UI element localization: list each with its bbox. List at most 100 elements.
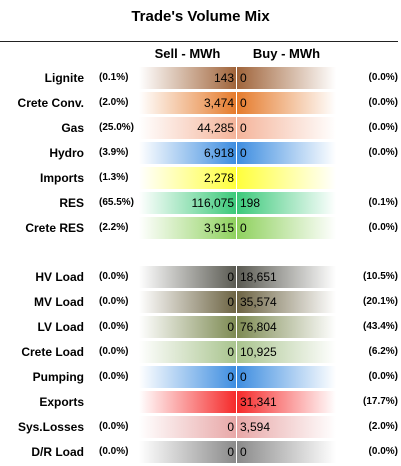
buy-value: 0 (240, 146, 247, 160)
table-row: RES (65.5%) 116,075 198 (0.1%) (0, 191, 401, 215)
table-row: Hydro (3.9%) 6,918 0 (0.0%) (0, 141, 401, 165)
buy-value: 3,594 (240, 420, 271, 434)
sell-percent: (0.0%) (99, 421, 129, 432)
buy-cell: 0 (237, 117, 336, 139)
row-label: RES (59, 196, 84, 210)
sell-value: 143 (213, 71, 234, 85)
table-row: HV Load (0.0%) 0 18,651 (10.5%) (0, 265, 401, 289)
buy-percent: (0.0%) (368, 72, 398, 83)
row-label: Crete Conv. (17, 96, 84, 110)
buy-percent: (6.2%) (368, 346, 398, 357)
title-divider (0, 41, 398, 42)
sell-cell: 44,285 (139, 117, 236, 139)
sell-cell: 2,278 (139, 167, 236, 189)
sell-percent: (3.9%) (99, 147, 129, 158)
sell-value: 0 (227, 370, 234, 384)
sell-value: 0 (227, 420, 234, 434)
table-row: Lignite (0.1%) 143 0 (0.0%) (0, 66, 401, 90)
table-row: Sys.Losses (0.0%) 0 3,594 (2.0%) (0, 415, 401, 439)
buy-percent: (0.0%) (368, 122, 398, 133)
sell-cell: 0 (139, 416, 236, 438)
buy-value: 198 (240, 196, 261, 210)
table-row: Crete Load (0.0%) 0 10,925 (6.2%) (0, 340, 401, 364)
buy-value: 31,341 (240, 395, 277, 409)
buy-cell: 198 (237, 192, 336, 214)
buy-cell: 3,594 (237, 416, 336, 438)
buy-cell: 0 (237, 67, 336, 89)
table-row: Crete Conv. (2.0%) 3,474 0 (0.0%) (0, 91, 401, 115)
sell-percent: (0.0%) (99, 446, 129, 457)
row-label: Crete Load (21, 345, 84, 359)
buy-percent: (43.4%) (362, 321, 398, 332)
buy-value: 0 (240, 71, 247, 85)
buy-value: 0 (240, 445, 247, 459)
buy-value: 10,925 (240, 345, 277, 359)
row-label: D/R Load (31, 445, 84, 459)
buy-value: 0 (240, 96, 247, 110)
table-row: Pumping (0.0%) 0 0 (0.0%) (0, 365, 401, 389)
buy-value: 35,574 (240, 295, 277, 309)
sell-cell: 0 (139, 266, 236, 288)
buy-cell: 35,574 (237, 291, 336, 313)
table-row: LV Load (0.0%) 0 76,804 (43.4%) (0, 315, 401, 339)
buy-value: 18,651 (240, 270, 277, 284)
buy-cell: 76,804 (237, 316, 336, 338)
sell-value: 44,285 (197, 121, 234, 135)
table-row: Exports 31,341 (17.7%) (0, 390, 401, 414)
buy-percent: (0.0%) (368, 222, 398, 233)
sell-percent: (25.0%) (99, 122, 135, 133)
sell-cell: 0 (139, 316, 236, 338)
buy-percent: (0.0%) (368, 371, 398, 382)
buy-percent: (0.1%) (368, 197, 398, 208)
buy-value: 0 (240, 221, 247, 235)
sell-percent: (0.0%) (99, 296, 129, 307)
sell-cell: 3,474 (139, 92, 236, 114)
sell-value: 116,075 (191, 196, 235, 210)
buy-cell: 0 (237, 366, 336, 388)
sell-value: 6,918 (203, 146, 234, 160)
buy-cell (237, 167, 336, 189)
sell-value: 2,278 (203, 171, 234, 185)
sell-percent: (1.3%) (99, 172, 129, 183)
buy-cell: 18,651 (237, 266, 336, 288)
sell-cell: 0 (139, 441, 236, 463)
sell-percent: (2.2%) (99, 222, 129, 233)
sell-percent: (2.0%) (99, 97, 129, 108)
row-label: Lignite (44, 71, 84, 85)
sell-value: 0 (227, 445, 234, 459)
buy-value: 76,804 (240, 320, 277, 334)
buy-cell: 0 (237, 92, 336, 114)
sell-cell: 0 (139, 291, 236, 313)
table-row: MV Load (0.0%) 0 35,574 (20.1%) (0, 290, 401, 314)
buy-value: 0 (240, 370, 247, 384)
sell-value: 0 (227, 270, 234, 284)
buy-value: 0 (240, 121, 247, 135)
buy-percent: (2.0%) (368, 421, 398, 432)
row-label: Gas (61, 121, 84, 135)
table-row: Gas (25.0%) 44,285 0 (0.0%) (0, 116, 401, 140)
buy-percent: (0.0%) (368, 147, 398, 158)
sell-percent: (0.1%) (99, 72, 129, 83)
row-label: Pumping (32, 370, 84, 384)
sell-cell: 0 (139, 341, 236, 363)
sell-value: 3,474 (203, 96, 234, 110)
buy-percent: (0.0%) (368, 97, 398, 108)
chart-title: Trade's Volume Mix (131, 8, 270, 25)
buy-cell: 0 (237, 142, 336, 164)
sell-percent: (0.0%) (99, 321, 129, 332)
sell-percent: (65.5%) (99, 197, 135, 208)
sell-value: 3,915 (203, 221, 234, 235)
buy-column-header: Buy - MWh (252, 46, 321, 61)
table-row: D/R Load (0.0%) 0 0 (0.0%) (0, 440, 401, 464)
row-label: Sys.Losses (17, 420, 84, 434)
sell-value: 0 (227, 320, 234, 334)
buy-cell: 31,341 (237, 391, 336, 413)
buy-cell: 0 (237, 441, 336, 463)
buy-cell: 10,925 (237, 341, 336, 363)
row-label: Exports (39, 395, 84, 409)
buy-percent: (20.1%) (362, 296, 398, 307)
sell-cell (139, 391, 236, 413)
row-label: LV Load (37, 320, 84, 334)
sell-percent: (0.0%) (99, 371, 129, 382)
row-label: MV Load (34, 295, 84, 309)
